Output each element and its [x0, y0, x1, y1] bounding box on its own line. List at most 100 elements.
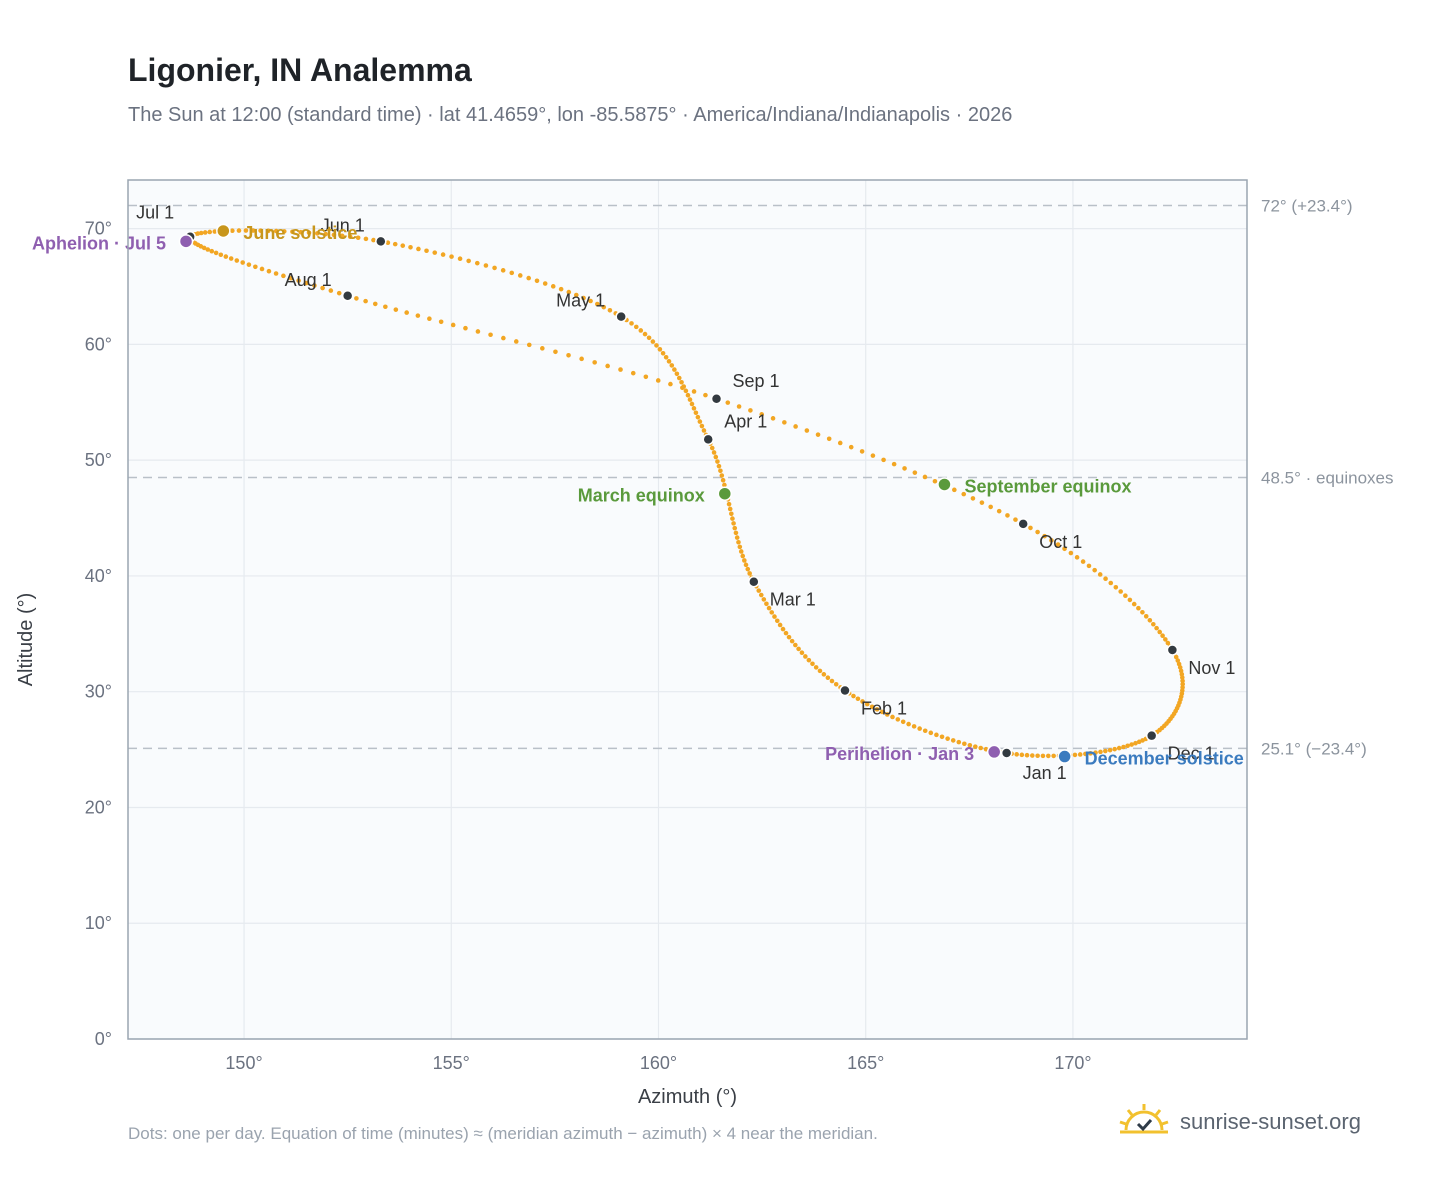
day-dot: [912, 470, 918, 475]
event-markers: June solstice December solstice March equi…: [32, 223, 1244, 769]
day-dot: [566, 289, 572, 295]
day-dot: [500, 268, 506, 273]
event-marker-dot: [178, 234, 194, 249]
day-dot: [371, 237, 376, 243]
day-dot: [457, 256, 463, 262]
day-dot: [392, 241, 398, 247]
day-dot: [328, 288, 334, 293]
day-dot: [837, 440, 843, 446]
day-dot: [1121, 744, 1126, 750]
month-marker-label: Sep 1: [733, 371, 780, 391]
day-dot: [372, 301, 378, 307]
day-dot: [890, 714, 895, 720]
day-dot: [463, 325, 468, 331]
day-dot: [595, 301, 600, 307]
day-dot: [1108, 580, 1114, 586]
day-dot: [1151, 621, 1156, 627]
day-dot: [566, 352, 571, 358]
day-dot: [1051, 753, 1056, 759]
day-dot: [1140, 609, 1145, 615]
day-dot: [740, 553, 746, 559]
day-dot: [438, 319, 444, 325]
day-dot: [711, 450, 717, 455]
day-dot: [932, 478, 938, 484]
day-dot: [928, 730, 934, 736]
day-dot: [558, 286, 564, 292]
day-dot: [607, 307, 613, 313]
day-dot: [793, 424, 798, 429]
day-dot: [250, 228, 256, 233]
day-dot: [748, 408, 753, 413]
day-dot: [672, 367, 677, 372]
day-dot: [1019, 752, 1025, 758]
day-dot: [1040, 753, 1046, 759]
reference-lines: 72° (+23.4°) 48.5° · equinoxes 25.1° (−23.…: [128, 196, 1394, 758]
day-dot: [202, 230, 208, 235]
y-tick-label: 30°: [85, 682, 112, 702]
month-markers: Jan 1 Feb 1 Mar 1 Apr 1 May 1 Jun 1 Jul 1 Aug 1…: [136, 203, 1235, 783]
day-dot: [542, 281, 548, 286]
day-dot: [736, 404, 742, 409]
day-dot: [1160, 633, 1165, 639]
y-tick-label: 20°: [85, 797, 112, 817]
day-dot: [693, 410, 699, 416]
day-dot: [766, 605, 772, 611]
day-dot: [475, 329, 481, 334]
day-dot: [922, 474, 928, 480]
day-dot: [1077, 752, 1083, 757]
day-dot: [922, 728, 928, 734]
day-dot: [747, 571, 752, 576]
day-dot: [517, 273, 523, 278]
plot-frame: [127, 179, 1248, 1040]
day-dot: [1014, 752, 1019, 757]
day-dot: [1107, 747, 1113, 753]
day-dot: [223, 254, 229, 259]
y-tick-label: 60°: [85, 334, 112, 354]
day-dot: [1129, 742, 1134, 747]
day-dot: [864, 701, 870, 707]
day-dot: [1086, 563, 1092, 569]
day-dot: [891, 461, 897, 467]
month-marker-label: Dec 1: [1168, 744, 1215, 764]
day-dot: [1180, 681, 1185, 687]
month-marker-label: Nov 1: [1188, 658, 1235, 678]
reference-line-label: 25.1° (−23.4°): [1261, 739, 1367, 758]
day-dot: [207, 229, 213, 235]
day-dot: [298, 229, 303, 235]
day-dot: [666, 359, 672, 364]
day-dot: [259, 266, 265, 272]
day-dot: [679, 379, 684, 385]
event-marker-dot: [216, 223, 231, 239]
y-tick-label: 50°: [85, 450, 112, 470]
event-marker-label: Perihelion · Jan 3: [825, 744, 974, 764]
day-dot: [363, 298, 368, 304]
day-dot: [315, 231, 320, 236]
axis-ticks: 150° 155° 160° 165° 170° 0° 10° 20° 30° 40° 50° 60°…: [85, 219, 1092, 1073]
day-dot: [488, 332, 493, 338]
event-marker-dot: [937, 477, 952, 492]
day-dot: [668, 381, 673, 387]
day-dot: [826, 436, 832, 442]
y-tick-label: 40°: [85, 566, 112, 586]
day-dot: [777, 622, 783, 628]
month-marker-label: Aug 1: [285, 270, 332, 290]
day-dot: [860, 699, 865, 704]
day-dot: [1074, 555, 1080, 560]
day-dot: [574, 292, 579, 298]
day-dot: [281, 229, 287, 234]
sun-logo-icon: [1119, 1104, 1169, 1134]
day-dot: [939, 734, 945, 740]
month-marker-dot: [839, 684, 851, 697]
brand-logo[interactable]: sunrise-sunset.org: [1118, 1100, 1361, 1144]
day-dot: [725, 400, 731, 405]
brand-name: sunrise-sunset.org: [1180, 1109, 1361, 1134]
day-dot: [764, 601, 769, 607]
day-dot: [383, 304, 388, 310]
day-dot: [970, 496, 976, 501]
day-dot: [789, 638, 795, 644]
day-dot: [961, 491, 967, 497]
month-marker-label: Oct 1: [1039, 532, 1082, 552]
day-dot: [674, 371, 680, 377]
day-dot: [1083, 751, 1088, 757]
day-dot: [730, 516, 735, 521]
